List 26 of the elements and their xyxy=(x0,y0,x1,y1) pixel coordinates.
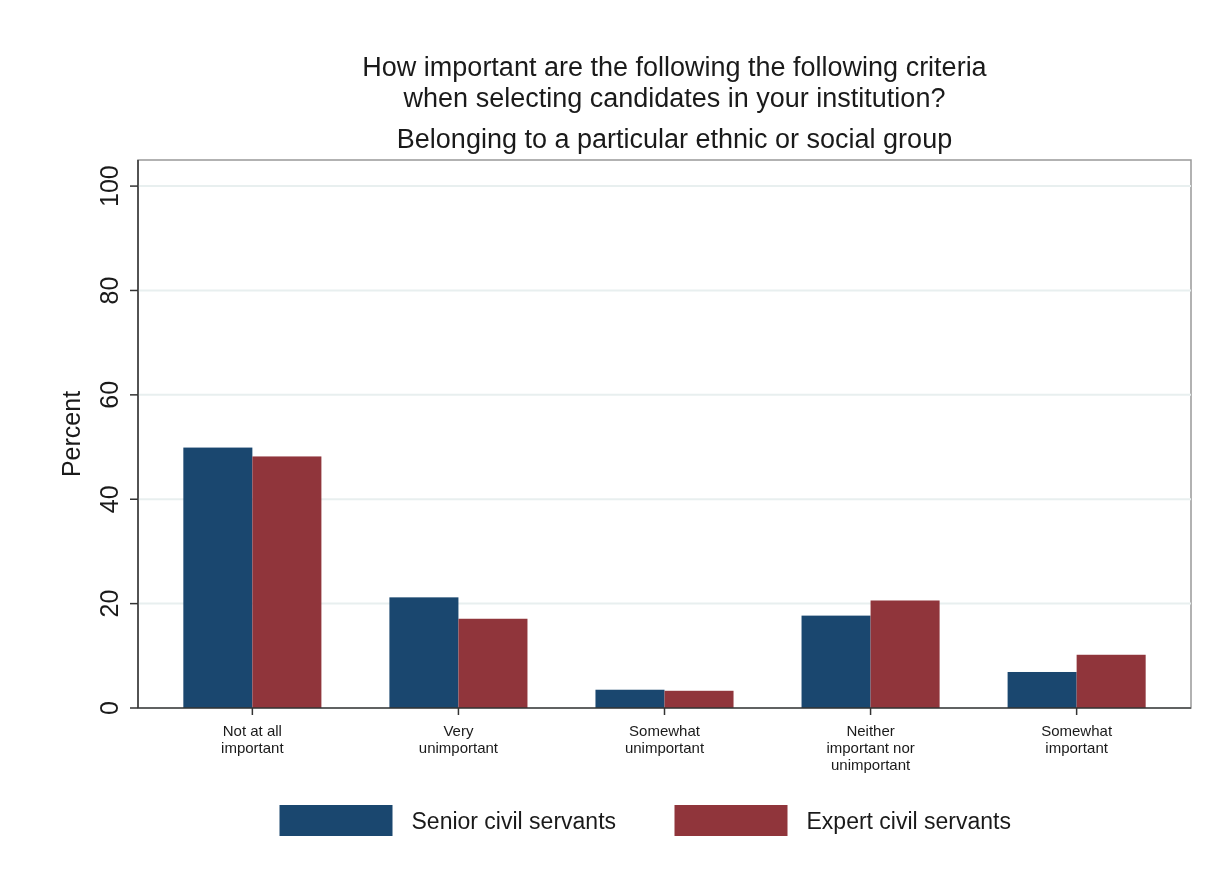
bar xyxy=(458,618,528,708)
bar xyxy=(870,600,940,708)
legend-label: Senior civil servants xyxy=(411,808,617,834)
bar xyxy=(801,615,871,708)
bar xyxy=(595,689,665,708)
bar xyxy=(389,597,459,708)
y-tick-label: 20 xyxy=(95,589,123,618)
bar xyxy=(252,456,322,708)
y-axis-title: Percent xyxy=(57,390,85,478)
y-tick-label: 40 xyxy=(95,485,123,514)
chart-subtitle: Belonging to a particular ethnic or social group xyxy=(396,124,953,154)
bar xyxy=(183,447,253,708)
y-tick-label: 80 xyxy=(95,276,123,305)
x-tick-label: Neither important nor unimportant xyxy=(826,722,915,773)
y-tick-label: 100 xyxy=(95,165,123,207)
x-tick-label: Not at all important xyxy=(221,722,285,756)
x-tick-label: Very unimportant xyxy=(418,722,499,756)
bar xyxy=(1007,671,1077,708)
x-tick-label: Somewhat important xyxy=(1041,722,1113,756)
legend-label: Expert civil servants xyxy=(806,808,1012,834)
bar xyxy=(1076,654,1146,708)
bar xyxy=(664,690,734,708)
x-tick-label: Somewhat unimportant xyxy=(624,722,705,756)
y-tick-label: 60 xyxy=(95,380,123,409)
chart-title: How important are the following the following criteria when selecting candidates in your institution? xyxy=(362,52,988,113)
y-tick-label: 0 xyxy=(95,701,123,715)
